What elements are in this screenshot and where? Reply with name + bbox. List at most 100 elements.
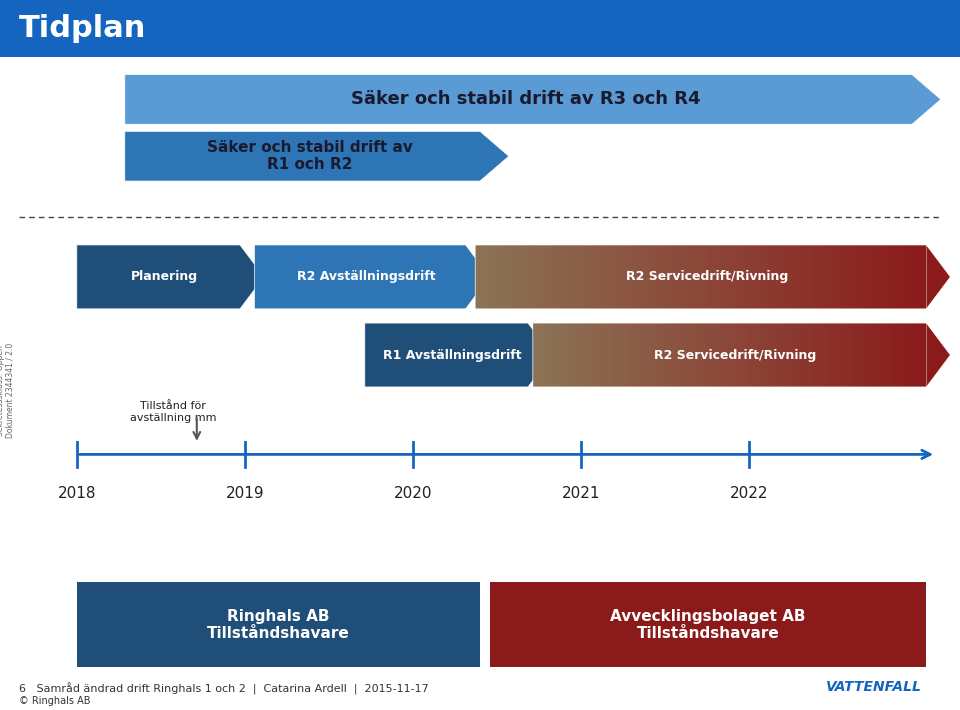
Polygon shape: [670, 323, 674, 387]
Text: 2021: 2021: [562, 486, 600, 501]
Polygon shape: [906, 323, 910, 387]
Text: VATTENFALL: VATTENFALL: [826, 680, 922, 694]
Polygon shape: [682, 245, 685, 309]
Polygon shape: [854, 323, 857, 387]
Polygon shape: [644, 323, 648, 387]
Polygon shape: [723, 323, 727, 387]
Polygon shape: [825, 323, 828, 387]
Polygon shape: [811, 323, 815, 387]
Polygon shape: [533, 323, 536, 387]
Polygon shape: [542, 323, 546, 387]
Polygon shape: [743, 323, 746, 387]
Polygon shape: [630, 245, 634, 309]
Polygon shape: [528, 245, 532, 309]
Polygon shape: [595, 323, 598, 387]
Text: © Ringhals AB: © Ringhals AB: [19, 696, 90, 706]
Polygon shape: [799, 245, 803, 309]
Polygon shape: [894, 323, 897, 387]
Polygon shape: [554, 245, 558, 309]
Polygon shape: [704, 323, 707, 387]
Polygon shape: [750, 323, 753, 387]
Polygon shape: [808, 323, 811, 387]
Polygon shape: [734, 245, 738, 309]
Polygon shape: [701, 245, 705, 309]
Polygon shape: [579, 323, 582, 387]
Polygon shape: [365, 323, 552, 387]
Polygon shape: [792, 323, 795, 387]
Polygon shape: [821, 245, 825, 309]
Polygon shape: [766, 323, 769, 387]
Text: R2 Servicedrift/Rivning: R2 Servicedrift/Rivning: [626, 271, 788, 283]
Polygon shape: [681, 323, 684, 387]
Polygon shape: [836, 245, 840, 309]
Text: Säker och stabil drift av
R1 och R2: Säker och stabil drift av R1 och R2: [206, 140, 413, 173]
Polygon shape: [858, 245, 862, 309]
Polygon shape: [581, 245, 585, 309]
Polygon shape: [782, 323, 785, 387]
Polygon shape: [671, 245, 675, 309]
Text: Planering: Planering: [131, 271, 198, 283]
Polygon shape: [848, 245, 852, 309]
Text: Tillstånd för
avställning mm: Tillstånd för avställning mm: [130, 401, 216, 422]
Polygon shape: [757, 245, 761, 309]
Polygon shape: [900, 245, 904, 309]
Polygon shape: [501, 245, 505, 309]
Polygon shape: [513, 245, 516, 309]
Polygon shape: [813, 245, 817, 309]
Polygon shape: [877, 245, 881, 309]
Polygon shape: [660, 245, 663, 309]
Polygon shape: [575, 323, 579, 387]
Polygon shape: [716, 323, 720, 387]
Polygon shape: [588, 323, 591, 387]
Polygon shape: [599, 245, 603, 309]
Polygon shape: [640, 245, 644, 309]
Polygon shape: [818, 323, 822, 387]
Polygon shape: [746, 323, 750, 387]
Polygon shape: [791, 245, 795, 309]
Text: R2 Avställningsdrift: R2 Avställningsdrift: [297, 271, 435, 283]
Polygon shape: [509, 245, 513, 309]
Polygon shape: [494, 245, 497, 309]
Polygon shape: [756, 323, 759, 387]
Polygon shape: [761, 245, 765, 309]
Polygon shape: [689, 245, 693, 309]
Polygon shape: [540, 245, 543, 309]
Polygon shape: [651, 323, 654, 387]
Polygon shape: [654, 323, 658, 387]
Text: Säker och stabil drift av R3 och R4: Säker och stabil drift av R3 och R4: [350, 90, 701, 109]
Polygon shape: [738, 245, 742, 309]
Polygon shape: [641, 323, 644, 387]
Polygon shape: [825, 245, 828, 309]
Polygon shape: [789, 323, 792, 387]
Polygon shape: [634, 245, 636, 309]
Polygon shape: [913, 323, 917, 387]
Polygon shape: [845, 323, 848, 387]
Polygon shape: [586, 323, 588, 387]
Polygon shape: [664, 323, 667, 387]
Polygon shape: [852, 245, 855, 309]
Polygon shape: [828, 245, 832, 309]
Polygon shape: [687, 323, 690, 387]
Polygon shape: [674, 323, 677, 387]
Polygon shape: [254, 245, 490, 309]
Polygon shape: [678, 245, 682, 309]
Polygon shape: [776, 245, 780, 309]
Polygon shape: [920, 323, 924, 387]
Polygon shape: [864, 323, 868, 387]
Polygon shape: [663, 245, 667, 309]
Polygon shape: [890, 323, 894, 387]
Polygon shape: [607, 245, 611, 309]
Polygon shape: [795, 245, 799, 309]
Polygon shape: [772, 323, 776, 387]
Polygon shape: [636, 245, 640, 309]
Polygon shape: [652, 245, 656, 309]
Polygon shape: [556, 323, 559, 387]
Polygon shape: [550, 245, 554, 309]
Polygon shape: [923, 245, 926, 309]
Polygon shape: [625, 323, 628, 387]
Text: 6   Samråd ändrad drift Ringhals 1 och 2  |  Catarina Ardell  |  2015-11-17: 6 Samråd ändrad drift Ringhals 1 och 2 |…: [19, 682, 429, 695]
Polygon shape: [637, 323, 641, 387]
Polygon shape: [622, 245, 626, 309]
Polygon shape: [750, 245, 754, 309]
Polygon shape: [926, 245, 950, 309]
